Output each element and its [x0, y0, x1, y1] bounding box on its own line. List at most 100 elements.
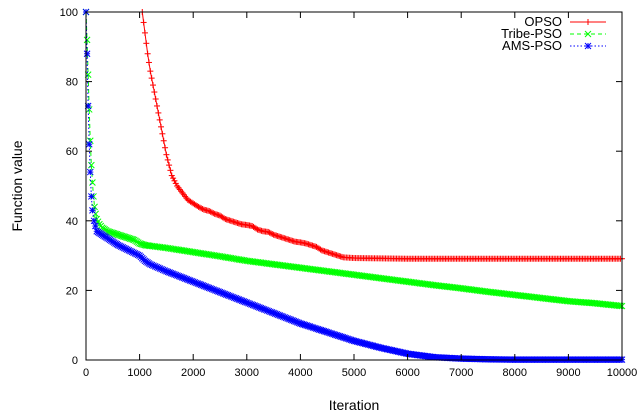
legend-marker: [584, 42, 592, 50]
y-axis-title: Function value: [9, 140, 25, 231]
data-point-stroke: [120, 233, 127, 240]
legend-label: OPSO: [524, 14, 562, 29]
data-point-stroke: [615, 302, 623, 310]
data-point: [167, 167, 174, 174]
legend-marker: [584, 30, 592, 38]
data-point-stroke: [116, 231, 123, 239]
data-point-stroke: [110, 230, 118, 237]
data-point: [163, 151, 170, 158]
data-point: [269, 231, 276, 238]
series-ams-pso: [82, 8, 626, 364]
data-point: [88, 161, 95, 169]
data-point: [151, 89, 158, 96]
data-point-stroke: [117, 232, 125, 239]
data-point: [253, 225, 260, 232]
data-point-stroke: [85, 106, 93, 113]
y-tick-label: 40: [66, 216, 78, 228]
data-point-stroke: [140, 241, 147, 249]
data-point: [164, 156, 171, 163]
legend-marker-stroke: [584, 42, 592, 50]
data-point: [265, 228, 272, 235]
x-tick-label: 0: [83, 367, 89, 379]
data-point-stroke: [137, 240, 145, 248]
data-point: [86, 168, 94, 176]
data-point: [207, 208, 214, 215]
data-point: [195, 203, 202, 210]
series-opso: [139, 9, 625, 262]
data-point-stroke: [83, 50, 91, 58]
data-point: [154, 102, 161, 109]
data-point: [208, 209, 215, 216]
data-point: [92, 222, 99, 230]
data-point-stroke: [129, 236, 137, 243]
data-point: [158, 123, 165, 130]
data-point-stroke: [124, 234, 131, 242]
data-point-stroke: [125, 234, 133, 242]
series-line: [85, 11, 622, 361]
data-point-stroke: [83, 36, 91, 44]
data-point-stroke: [90, 217, 98, 225]
data-point: [83, 36, 91, 44]
data-point: [168, 172, 175, 179]
data-point-stroke: [88, 193, 95, 200]
series-line: [85, 11, 623, 307]
x-tick-label: 2000: [181, 367, 205, 379]
x-tick-label: 6000: [395, 367, 419, 379]
data-point-stroke: [138, 240, 146, 248]
data-point-stroke: [113, 230, 121, 238]
legend-marker: [585, 19, 591, 25]
data-point: [143, 40, 150, 47]
data-point: [89, 207, 96, 214]
y-tick-label: 60: [66, 146, 78, 158]
data-point-stroke: [85, 140, 93, 148]
data-point-stroke: [114, 231, 122, 239]
data-point: [155, 109, 162, 116]
data-point: [160, 137, 167, 144]
data-point: [88, 193, 95, 200]
data-point: [162, 144, 169, 151]
data-point-stroke: [118, 232, 126, 240]
data-point: [210, 210, 217, 217]
data-point-stroke: [136, 240, 143, 247]
y-tick-label: 100: [60, 7, 78, 19]
y-tick-label: 20: [66, 285, 78, 297]
x-tick-label: 3000: [235, 367, 259, 379]
series-tribe-pso: [82, 8, 626, 310]
data-point: [90, 217, 98, 225]
x-axis-title: Iteration: [329, 397, 380, 413]
data-point-stroke: [128, 235, 135, 243]
data-point: [199, 205, 206, 212]
data-point: [145, 59, 152, 66]
x-tick-label: 7000: [449, 367, 473, 379]
data-point-stroke: [88, 161, 95, 169]
data-point: [85, 140, 93, 148]
data-point-stroke: [108, 229, 115, 236]
data-point: [159, 130, 166, 137]
data-point: [266, 229, 273, 236]
data-point-stroke: [121, 233, 129, 241]
data-point: [267, 230, 274, 237]
series-layer: [82, 8, 626, 364]
data-point: [152, 96, 159, 102]
legend-label: AMS-PSO: [502, 38, 562, 53]
data-point: [144, 50, 151, 57]
data-point: [206, 208, 213, 215]
data-point-stroke: [106, 228, 114, 236]
legend-marker-stroke: [584, 30, 592, 38]
data-point: [198, 205, 205, 212]
data-point: [141, 29, 148, 36]
x-tick-label: 4000: [288, 367, 312, 379]
data-point: [221, 215, 228, 222]
data-point: [170, 175, 177, 182]
y-tick-label: 0: [72, 355, 78, 367]
x-tick-label: 8000: [503, 367, 527, 379]
data-point-stroke: [94, 218, 102, 226]
data-point: [140, 241, 147, 249]
x-tick-label: 1000: [127, 367, 151, 379]
y-tick-label: 80: [66, 77, 78, 89]
data-point: [196, 204, 203, 211]
data-point: [150, 82, 156, 89]
data-point-stroke: [92, 222, 99, 230]
